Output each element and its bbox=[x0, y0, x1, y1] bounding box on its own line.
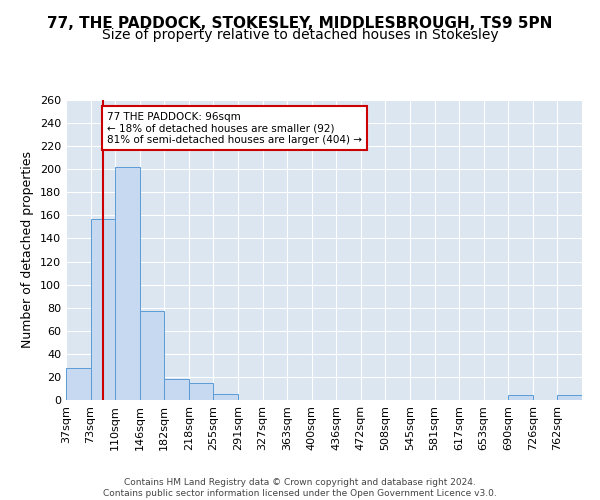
Bar bbox=[66, 368, 91, 400]
Y-axis label: Number of detached properties: Number of detached properties bbox=[22, 152, 34, 348]
Bar bbox=[557, 396, 582, 400]
Bar bbox=[164, 379, 189, 400]
Bar bbox=[189, 382, 214, 400]
Text: Contains HM Land Registry data © Crown copyright and database right 2024.
Contai: Contains HM Land Registry data © Crown c… bbox=[103, 478, 497, 498]
Text: Size of property relative to detached houses in Stokesley: Size of property relative to detached ho… bbox=[101, 28, 499, 42]
Bar bbox=[214, 394, 238, 400]
Bar bbox=[140, 311, 164, 400]
Bar bbox=[91, 219, 115, 400]
Text: 77 THE PADDOCK: 96sqm
← 18% of detached houses are smaller (92)
81% of semi-deta: 77 THE PADDOCK: 96sqm ← 18% of detached … bbox=[107, 112, 362, 144]
Bar bbox=[508, 396, 533, 400]
Bar bbox=[115, 167, 140, 400]
Text: 77, THE PADDOCK, STOKESLEY, MIDDLESBROUGH, TS9 5PN: 77, THE PADDOCK, STOKESLEY, MIDDLESBROUG… bbox=[47, 16, 553, 31]
